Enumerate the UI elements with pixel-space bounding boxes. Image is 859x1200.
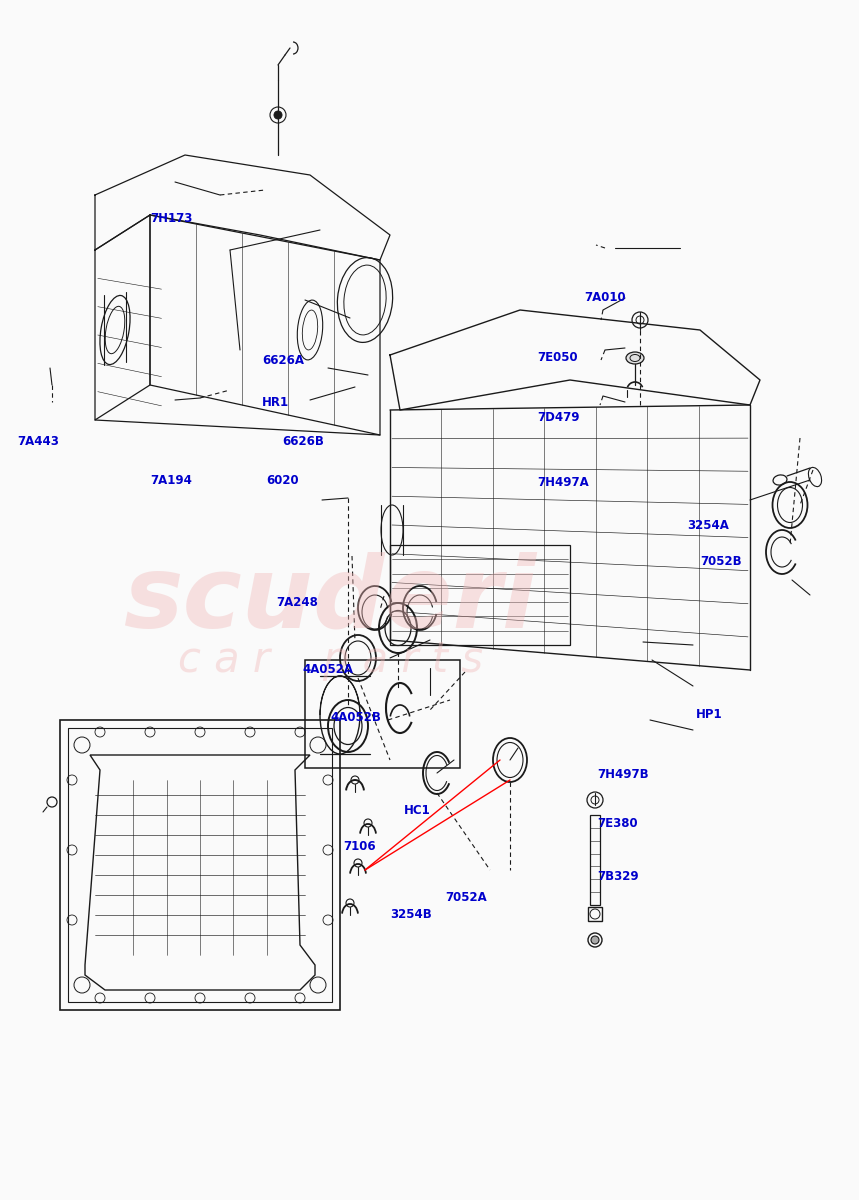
Text: c a r    p a r t s: c a r p a r t s — [178, 638, 483, 680]
Bar — [68, 728, 332, 1002]
Bar — [305, 660, 460, 768]
Bar — [390, 545, 570, 646]
Text: 7B329: 7B329 — [597, 870, 638, 882]
Bar — [590, 815, 600, 905]
Text: 7A194: 7A194 — [150, 474, 192, 486]
Text: HP1: HP1 — [696, 708, 722, 720]
Text: HC1: HC1 — [404, 804, 430, 816]
Text: 3254B: 3254B — [390, 908, 432, 920]
Text: 7A010: 7A010 — [584, 292, 625, 304]
Text: 7D479: 7D479 — [537, 412, 579, 424]
Text: 4A052B: 4A052B — [331, 712, 381, 724]
Text: HR1: HR1 — [262, 396, 289, 408]
Text: 4A052A: 4A052A — [302, 664, 353, 676]
Text: 7A443: 7A443 — [17, 436, 59, 448]
Text: 7052A: 7052A — [445, 892, 487, 904]
Text: 6020: 6020 — [266, 474, 299, 486]
Circle shape — [591, 936, 599, 944]
Text: 7E050: 7E050 — [537, 352, 577, 364]
Text: 3254A: 3254A — [687, 520, 729, 532]
Ellipse shape — [626, 352, 644, 364]
Bar — [588, 907, 602, 922]
Text: 7106: 7106 — [344, 840, 376, 852]
Bar — [60, 720, 340, 1010]
Circle shape — [274, 110, 282, 119]
Text: 7H497B: 7H497B — [597, 768, 649, 780]
Text: 6626A: 6626A — [262, 354, 304, 366]
Text: 7052B: 7052B — [700, 556, 741, 568]
Text: 7H497A: 7H497A — [537, 476, 588, 488]
Text: 7E380: 7E380 — [597, 817, 637, 829]
Text: 7A248: 7A248 — [277, 596, 319, 608]
Text: 6626B: 6626B — [282, 436, 324, 448]
Text: scuderi: scuderi — [124, 552, 537, 648]
Text: 7H173: 7H173 — [150, 212, 192, 224]
